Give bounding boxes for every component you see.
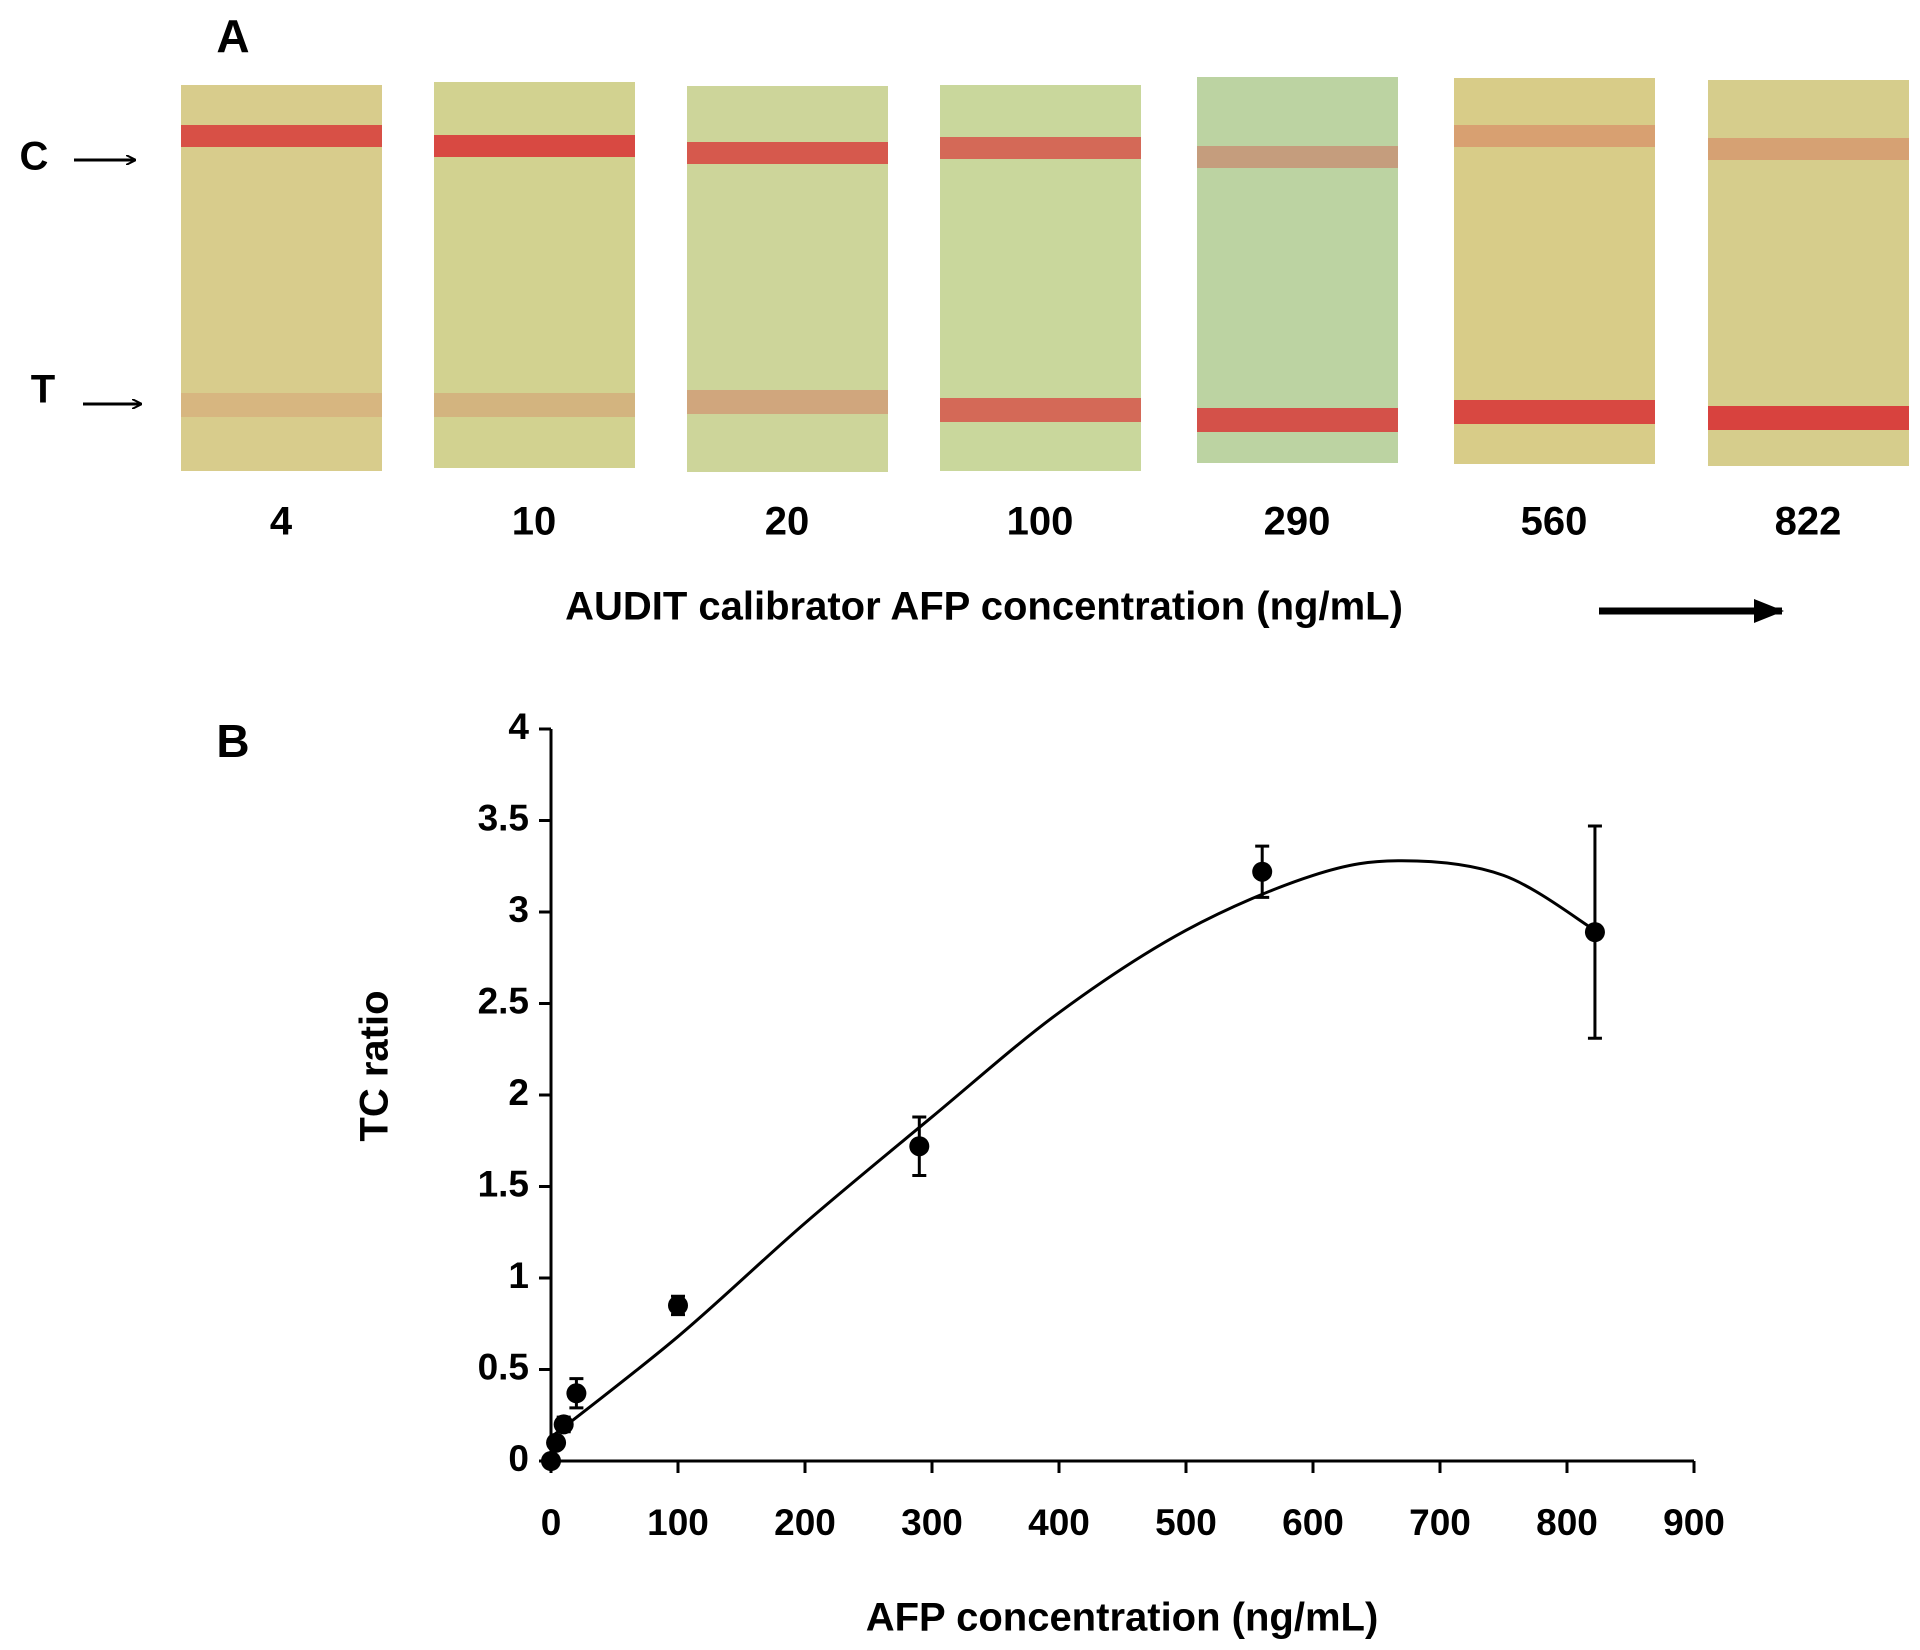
data-point [553,1414,574,1435]
control-band [687,142,888,164]
x-tick-label: 0 [541,1502,562,1543]
control-band [1197,146,1398,168]
x-tick-label: 100 [647,1502,709,1543]
data-point [566,1383,587,1404]
y-tick-label: 1 [508,1255,529,1296]
test-band [181,393,382,417]
test-strip [1197,77,1398,463]
strip-panel: A C T AUDIT calibrator AFP concentration… [20,10,1909,629]
test-band [1708,406,1909,430]
control-band [1708,138,1909,160]
test-strip [1454,78,1655,464]
panel-label: A [216,10,249,62]
control-band [181,125,382,147]
concentration-label: 4 [270,500,293,544]
x-tick-label: 200 [774,1502,836,1543]
y-tick-label: 3.5 [478,797,529,838]
panel-label: B [216,715,249,767]
chart: B AFP concentration (ng/mL) TC ratio 0 0.… [216,706,1724,1640]
data-point [668,1295,688,1316]
test-line-label: T [31,368,55,412]
test-strip [181,85,382,471]
data-point [1252,861,1273,882]
data-point [546,1432,567,1453]
x-tick-label: 700 [1409,1502,1471,1543]
fit-curve [550,859,1596,1439]
test-band [940,398,1141,422]
concentration-label: 20 [765,500,810,544]
axis-label: AUDIT calibrator AFP concentration (ng/m… [565,585,1403,629]
x-tick-label: 800 [1536,1502,1598,1543]
control-line-label: C [20,135,49,179]
concentration-label: 560 [1521,500,1588,544]
control-band [434,135,635,157]
concentration-label: 100 [1007,500,1074,544]
y-tick-label: 4 [508,706,529,747]
data-point [541,1451,561,1471]
test-band [1197,408,1398,432]
concentration-label: 10 [512,500,557,544]
test-band [687,390,888,414]
x-tick-label: 300 [901,1502,963,1543]
y-tick-label: 3 [508,889,529,930]
test-strip [1708,80,1909,466]
x-tick-label: 600 [1282,1502,1344,1543]
x-tick-label: 500 [1155,1502,1217,1543]
concentration-label: 822 [1775,500,1842,544]
control-band [1454,125,1655,147]
x-tick-label: 900 [1663,1502,1725,1543]
test-band [434,393,635,417]
concentration-label: 290 [1264,500,1331,544]
y-tick-label: 2 [508,1072,529,1113]
y-tick-label: 0.5 [478,1346,529,1387]
y-tick-label: 0 [508,1438,529,1479]
y-tick-label: 1.5 [478,1163,529,1204]
test-band [1454,400,1655,424]
x-tick-label: 400 [1028,1502,1090,1543]
data-point [909,1136,930,1157]
data-point [1584,922,1605,943]
y-tick-label: 2.5 [478,980,529,1021]
control-band [940,137,1141,159]
y-axis-title: TC ratio [353,990,397,1141]
x-axis-title: AFP concentration (ng/mL) [866,1596,1379,1640]
